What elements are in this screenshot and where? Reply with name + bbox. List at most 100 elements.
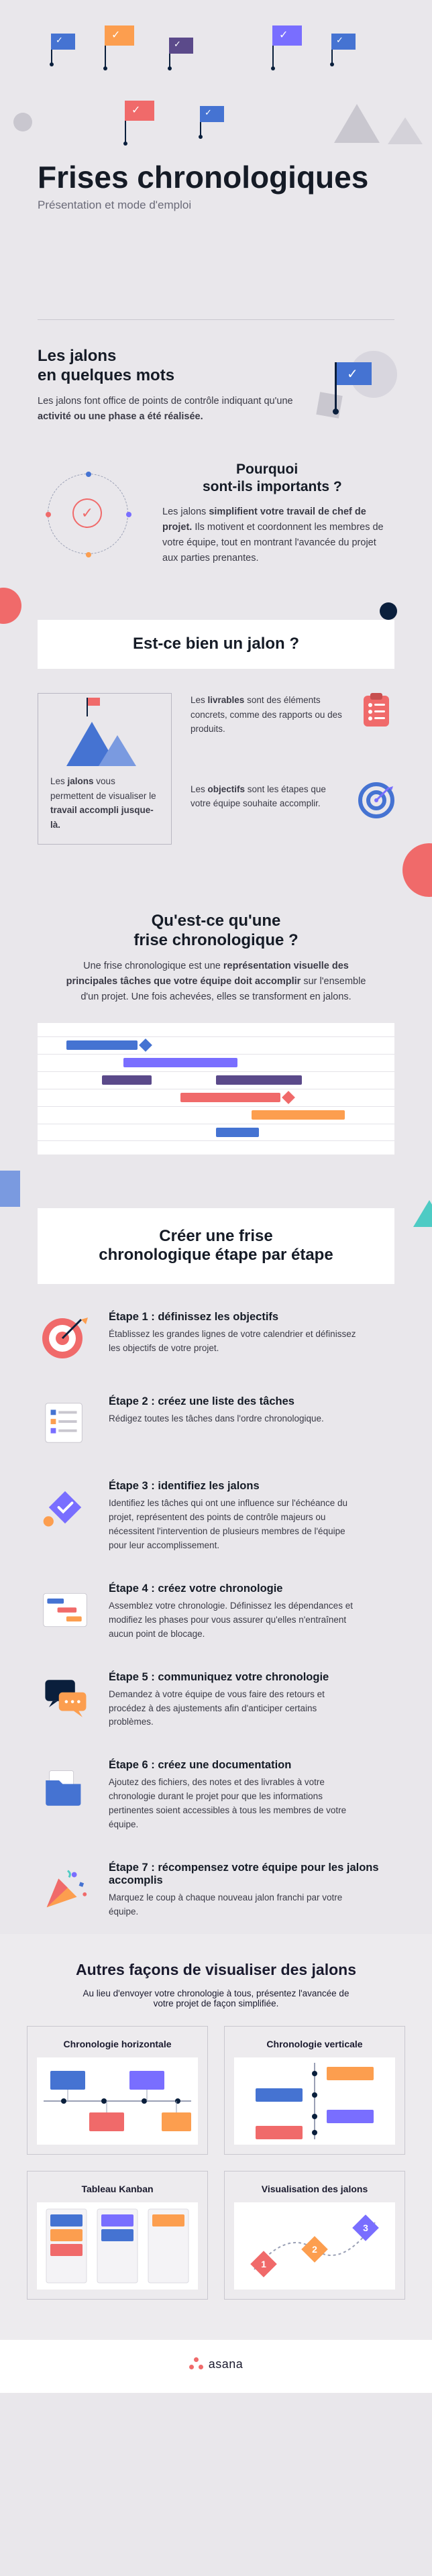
gantt-mini-icon [38,1582,93,1638]
flag-icon: ✓ [331,34,333,64]
step-item: Étape 6 : créez une documentation Ajoute… [0,1744,432,1847]
quest-title: Qu'est-ce qu'unefrise chronologique ? [38,912,394,951]
estce-title-box: Est-ce bien un jalon ? [38,620,394,669]
gantt-row [38,1036,394,1054]
flag-icon: ✓ [200,106,201,137]
hero-flags: ✓✓✓✓✓✓✓ [0,25,432,106]
jalons-def-text: Les jalons vous permettent de visualiser… [50,774,159,832]
gantt-milestone-icon [139,1038,152,1052]
pourquoi-body: Les jalons simplifient votre travail de … [162,504,394,567]
gantt-bar [123,1058,237,1067]
vis-card-title: Tableau Kanban [37,2184,198,2194]
pourquoi-heading: Pourquoi sont-ils importants ? [162,461,394,496]
step-title: Étape 2 : créez une liste des tâches [109,1395,324,1408]
target-icon [358,782,394,818]
confetti-icon [38,1862,93,1917]
folder-icon [38,1759,93,1814]
livrables-card: Les livrables sont des éléments concrets… [191,693,394,737]
footer: asana [0,2340,432,2393]
vis-card-graphic [234,2057,395,2145]
step-item: Étape 2 : créez une liste des tâches Réd… [0,1381,432,1465]
other-title: Autres façons de visualiser des jalons [27,1961,405,1979]
step-item: Étape 5 : communiquez votre chronologie … [0,1656,432,1745]
vis-card-graphic [37,2057,198,2145]
step-body: Établissez les grandes lignes de votre c… [109,1328,364,1356]
step-body: Identifiez les tâches qui ont une influe… [109,1497,364,1553]
hero: ✓✓✓✓✓✓✓ Frises chronologiques Présentati… [0,0,432,295]
step-body: Rédigez toutes les tâches dans l'ordre c… [109,1412,324,1426]
jalons-def-card: Les jalons vous permettent de visualiser… [38,693,172,845]
flag-icon: ✓ [125,101,126,144]
gantt-row [38,1089,394,1106]
gantt-bar [102,1075,152,1085]
svg-text:1: 1 [261,2259,266,2269]
jalons-heading: Les jalons en quelques mots [38,347,295,386]
diamond-icon [38,1480,93,1535]
flag-icon: ✓ [105,25,106,68]
section-quest: Qu'est-ce qu'unefrise chronologique ? Un… [0,871,432,1181]
quest-body: Une frise chronologique est une représen… [62,959,370,1006]
vis-card-title: Visualisation des jalons [234,2184,395,2194]
gantt-bar [216,1128,259,1137]
step-body: Demandez à votre équipe de vous faire de… [109,1688,364,1730]
chat-icon [38,1671,93,1726]
vis-card-title: Chronologie verticale [234,2039,395,2049]
deco-circle [380,602,397,620]
steps-title: Créer une frisechronologique étape par é… [56,1227,376,1266]
target-icon [38,1311,93,1366]
gantt-bar [180,1093,280,1102]
step-title: Étape 1 : définissez les objectifs [109,1311,364,1324]
deco-circle [0,588,21,624]
estce-title: Est-ce bien un jalon ? [58,635,374,654]
vis-card-vertical: Chronologie verticale [224,2026,405,2155]
step-title: Étape 4 : créez votre chronologie [109,1582,364,1595]
gantt-bar [252,1110,344,1120]
section-estce: Est-ce bien un jalon ? Les jalons vous p… [0,593,432,871]
gantt-row [38,1054,394,1071]
step-title: Étape 3 : identifiez les jalons [109,1480,364,1493]
asana-logo: asana [189,2357,244,2372]
vis-card-horizontal: Chronologie horizontale [27,2026,208,2155]
step-item: Étape 1 : définissez les objectifs Établ… [0,1296,432,1381]
list-icon [38,1395,93,1450]
hero-subtitle: Présentation et mode d'emploi [38,199,394,212]
step-item: Étape 4 : créez votre chronologie Assemb… [0,1568,432,1656]
section-steps-header: Créer une frisechronologique étape par é… [0,1181,432,1297]
gantt-bar [66,1040,138,1050]
jalons-badge-icon: ✓ [314,347,394,427]
step-body: Assemblez votre chronologie. Définissez … [109,1599,364,1642]
step-body: Marquez le coup à chaque nouveau jalon f… [109,1891,364,1919]
brand-text: asana [209,2357,244,2371]
jalons-body: Les jalons font office de points de cont… [38,394,295,425]
gantt-row [38,1106,394,1124]
deco-circle [13,113,32,131]
gantt-row [38,1071,394,1089]
step-body: Ajoutez des fichiers, des notes et des l… [109,1776,364,1832]
svg-text:3: 3 [363,2222,368,2233]
vis-card-milestones: Visualisation des jalons 1 2 3 [224,2171,405,2300]
flag-icon: ✓ [169,38,170,68]
pourquoi-icon: ✓ [38,464,138,564]
section-other: Autres façons de visualiser des jalons A… [0,1934,432,2340]
gantt-chart [38,1023,394,1155]
objectifs-card: Les objectifs sont les étapes que votre … [191,782,394,818]
flag-icon: ✓ [272,25,274,68]
flag-icon: ✓ [51,34,52,64]
vis-card-title: Chronologie horizontale [37,2039,198,2049]
deco-triangle [413,1200,432,1227]
section-jalons: Les jalons en quelques mots Les jalons f… [0,320,432,454]
steps-list: Étape 1 : définissez les objectifs Établ… [0,1296,432,1934]
step-title: Étape 7 : récompensez votre équipe pour … [109,1862,394,1887]
step-item: Étape 3 : identifiez les jalons Identifi… [0,1465,432,1568]
gantt-bar [216,1075,302,1085]
vis-card-graphic [37,2202,198,2290]
gantt-row [38,1124,394,1141]
gantt-milestone-icon [282,1091,295,1104]
other-body: Au lieu d'envoyer votre chronologie à to… [75,1988,357,2008]
section-pourquoi: ✓ Pourquoi sont-ils importants ? Les jal… [0,454,432,593]
clipboard-icon [358,693,394,729]
vis-card-graphic: 1 2 3 [234,2202,395,2290]
step-title: Étape 5 : communiquez votre chronologie [109,1671,364,1684]
step-item: Étape 7 : récompensez votre équipe pour … [0,1847,432,1934]
svg-text:2: 2 [312,2244,317,2255]
